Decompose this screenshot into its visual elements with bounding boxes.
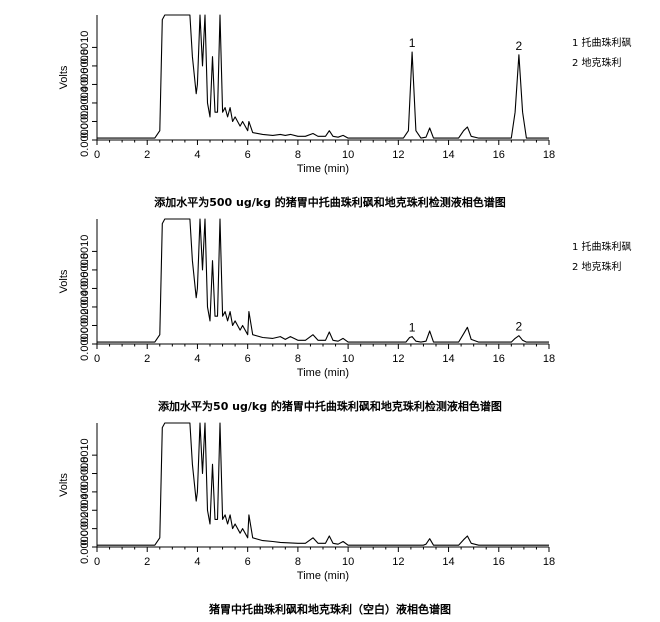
y-tick-label: 0.0002 xyxy=(79,512,91,546)
legend-entry: 1 托曲珠利砜 xyxy=(572,36,632,49)
x-axis-title: Time (min) xyxy=(297,163,349,175)
x-tick-label: 12 xyxy=(392,353,404,365)
y-tick-label: 0.0010 xyxy=(79,31,91,65)
x-tick-label: 0 xyxy=(94,149,100,161)
x-tick-label: 8 xyxy=(295,556,301,568)
y-tick-label: 0.0000 xyxy=(79,123,91,157)
x-tick-label: 18 xyxy=(543,149,555,161)
x-tick-label: 10 xyxy=(342,556,354,568)
x-axis-title: Time (min) xyxy=(297,367,349,379)
x-tick-label: 4 xyxy=(194,149,200,161)
x-tick-label: 2 xyxy=(144,353,150,365)
x-tick-label: 0 xyxy=(94,353,100,365)
peak-label-2: 2 xyxy=(516,320,523,334)
y-tick-label: 0.0010 xyxy=(79,235,91,269)
y-tick-label: 0.0000 xyxy=(79,530,91,564)
chart-1: 0 2 4 6 8 10 12 14 16 180.00000.00020.00040.00060… xyxy=(58,14,632,175)
x-tick-label: 14 xyxy=(442,353,454,365)
y-tick-label: 0.0002 xyxy=(79,309,91,343)
peak-label-1: 1 xyxy=(409,321,416,335)
legend-entry: 2 地克珠利 xyxy=(572,56,622,69)
x-tick-label: 8 xyxy=(295,149,301,161)
x-tick-label: 6 xyxy=(245,353,251,365)
y-tick-label: 0.0004 xyxy=(79,493,91,527)
legend-entry: 2 地克珠利 xyxy=(572,260,622,273)
y-tick-label: 0.0000 xyxy=(79,327,91,361)
x-tick-label: 0 xyxy=(94,556,100,568)
x-tick-label: 4 xyxy=(194,556,200,568)
chart-3-caption: 猪胃中托曲珠利砜和地克珠利（空白）液相色谱图 xyxy=(209,603,451,616)
peak-label-2: 2 xyxy=(516,39,523,53)
x-tick-label: 16 xyxy=(493,149,505,161)
chart-2: 0 2 4 6 8 10 12 14 16 180.00000.00020.00040.00060… xyxy=(58,218,632,379)
x-tick-label: 6 xyxy=(245,556,251,568)
peak-label-1: 1 xyxy=(409,36,416,50)
y-tick-label: 0.0002 xyxy=(79,105,91,139)
chart-3: 0 2 4 6 8 10 12 14 16 180.00000.00020.00040.00060… xyxy=(58,422,555,582)
chromatogram-trace xyxy=(97,422,549,546)
x-tick-label: 16 xyxy=(493,556,505,568)
chart-1-caption: 添加水平为500 ug/kg 的猪胃中托曲珠利砜和地克珠利检测液相色谱图 xyxy=(154,196,506,209)
x-tick-label: 18 xyxy=(543,556,555,568)
y-tick-label: 0.0010 xyxy=(79,438,91,472)
y-tick-label: 0.0008 xyxy=(79,457,91,491)
chromatogram-trace xyxy=(97,14,549,139)
y-tick-label: 0.0008 xyxy=(79,49,91,83)
x-tick-label: 4 xyxy=(194,353,200,365)
y-tick-label: 0.0004 xyxy=(79,86,91,120)
y-tick-label: 0.0008 xyxy=(79,253,91,287)
chart-2-caption: 添加水平为50 ug/kg 的猪胃中托曲珠利砜和地克珠利检测液相色谱图 xyxy=(158,400,502,413)
x-tick-label: 12 xyxy=(392,149,404,161)
y-axis-title: Volts xyxy=(58,269,70,293)
x-tick-label: 14 xyxy=(442,149,454,161)
y-axis-title: Volts xyxy=(58,65,70,89)
x-tick-label: 16 xyxy=(493,353,505,365)
x-tick-label: 18 xyxy=(543,353,555,365)
x-tick-label: 6 xyxy=(245,149,251,161)
x-tick-label: 2 xyxy=(144,556,150,568)
x-tick-label: 14 xyxy=(442,556,454,568)
x-tick-label: 12 xyxy=(392,556,404,568)
chromatogram-trace xyxy=(97,218,549,343)
x-tick-label: 10 xyxy=(342,353,354,365)
y-tick-label: 0.0006 xyxy=(79,68,91,102)
x-tick-label: 8 xyxy=(295,353,301,365)
x-tick-label: 10 xyxy=(342,149,354,161)
x-tick-label: 2 xyxy=(144,149,150,161)
x-axis-title: Time (min) xyxy=(297,570,349,582)
y-tick-label: 0.0006 xyxy=(79,475,91,509)
y-tick-label: 0.0006 xyxy=(79,272,91,306)
y-axis-title: Volts xyxy=(58,473,70,497)
y-tick-label: 0.0004 xyxy=(79,290,91,324)
legend-entry: 1 托曲珠利砜 xyxy=(572,240,632,253)
